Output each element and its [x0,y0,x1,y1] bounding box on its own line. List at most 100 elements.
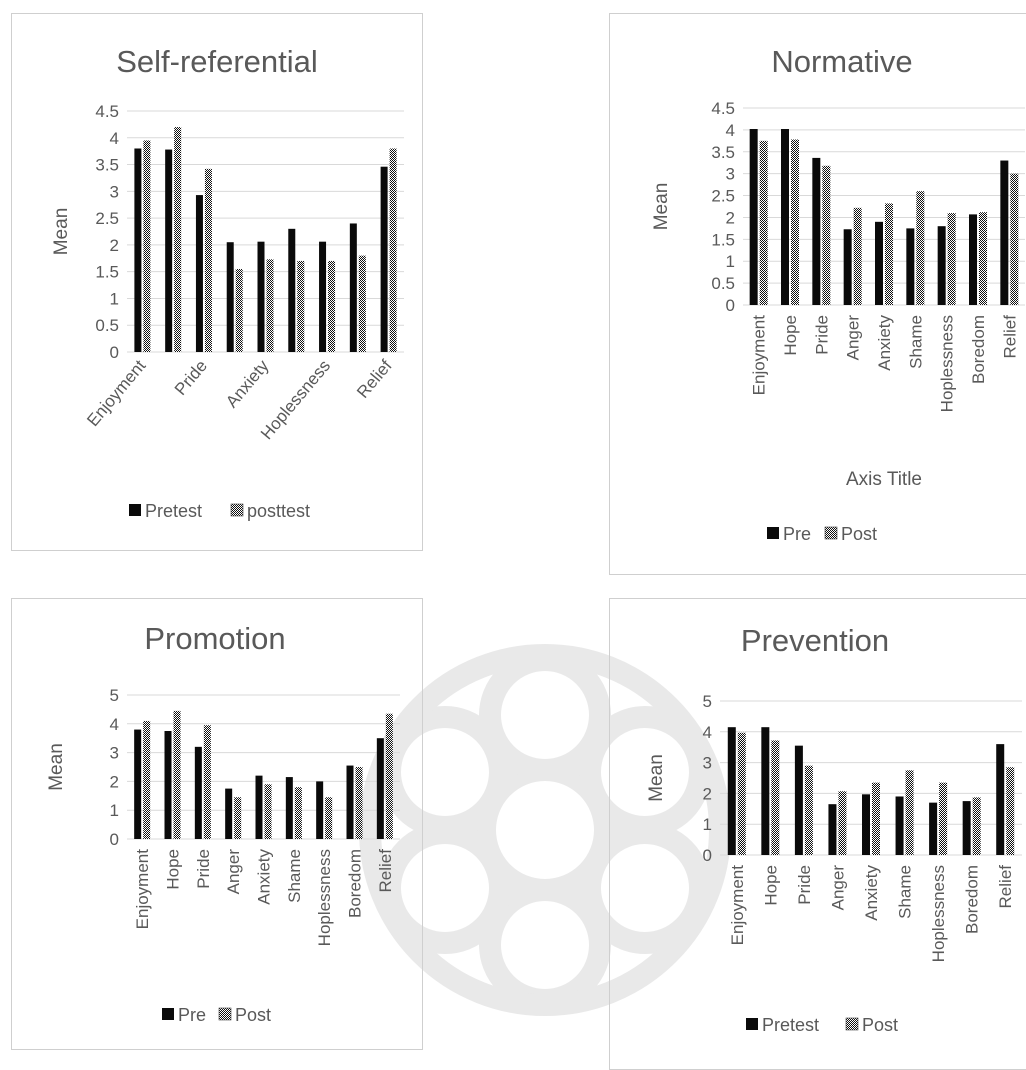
x-tick-label: Relief [353,356,396,402]
bar-post-boredom [972,797,981,855]
x-tick-label: Relief [996,865,1015,909]
chart-prevention: Prevention 0 1 2 3 4 5 Mean Enjoyment Hope Pride An… [646,623,1022,1035]
bar-pretest-enjoyment [134,148,142,352]
bar-post-boredom [979,212,987,305]
legend-label-pretest: Pretest [762,1015,819,1035]
chart-normative: Normative 0 0.5 1 1.5 2 2.5 3 3.5 4 4.5 Mean Enjoyme… [651,44,1025,544]
bar-pretest-shame [895,796,904,855]
legend-swatch-post [824,526,838,540]
x-tick-label: Anxiety [862,865,881,921]
x-tick-label: Shame [906,315,925,369]
y-tick-label: 0 [110,343,119,362]
bar-pre-boredom [969,214,977,305]
bar-pre-enjoyment [749,129,758,305]
bar-posttest-relief [389,148,397,352]
bar-post-hoplessness [939,782,948,855]
bar-pre-hope [781,129,789,305]
y-tick-label: 4 [703,723,712,742]
bar-pretest-hope [761,727,770,855]
bar-post-enjoyment [143,720,151,839]
bar-post-anger [234,797,242,839]
y-tick-label: 5 [703,692,712,711]
bar-post-anxiety [264,784,272,839]
y-tick-label: 2 [110,772,119,791]
y-axis-label: Mean [651,183,672,231]
chart-title: Promotion [144,621,285,656]
x-tick-label: Hope [164,849,183,890]
x-tick-label: Pride [795,865,814,905]
bar-post-hoplessness [947,213,956,305]
bar-post-hope [173,710,181,839]
legend-swatch-post [218,1007,232,1021]
bar-pre-anxiety [255,775,263,839]
bar-pre-pride [812,157,821,305]
bar-pretest-anxiety [257,241,265,352]
bar-pre-relief [376,738,384,839]
bar-pre-shame [906,228,915,305]
legend-swatch-post [845,1017,859,1031]
bar-post-anger [838,791,847,855]
x-tick-label: Hoplessness [938,315,957,412]
bar-pretest-boredom [349,223,357,352]
bar-posttest-pride [204,168,212,352]
watermark-ornament [359,644,731,1016]
y-tick-label: 0.5 [95,316,119,335]
chart-panel-prevention: Prevention 0 1 2 3 4 5 Mean Enjoyment Hope Pride An… [609,598,1026,1070]
legend-label-pre: Pre [783,524,811,544]
legend-swatch-pre [162,1008,174,1020]
bar-pre-pride [194,746,202,839]
legend-swatch-posttest [230,503,244,517]
bar-post-shame [905,770,914,855]
x-tick-label: Shame [285,849,304,903]
bar-post-hoplessness [325,797,333,839]
y-tick-label: 1 [703,815,712,834]
bar-pretest-hoplessness [929,802,938,855]
legend-swatch-pretest [746,1018,758,1030]
y-axis-label: Mean [646,754,667,802]
bar-pre-hoplessness [937,226,946,305]
bar-post-pride [203,725,211,839]
bar-pretest-anger [828,804,837,855]
bar-post-anxiety [872,782,880,855]
x-tick-label: Enjoyment [750,315,769,396]
x-tick-label: Anger [828,865,847,911]
chart-title: Prevention [741,623,889,658]
bar-post-anxiety [885,203,893,305]
bar-pretest-pride [195,195,203,352]
y-tick-label: 3 [703,754,712,773]
bar-pre-anger [843,229,852,305]
legend-label-pre: Pre [178,1005,206,1025]
y-tick-label: 1 [726,252,735,271]
legend-label-post: Post [841,524,877,544]
bar-pre-boredom [346,765,354,839]
y-tick-label: 0 [703,846,712,865]
bar-post-shame [294,787,302,839]
y-tick-label: 3.5 [711,143,735,162]
legend-swatch-pre [767,527,779,539]
x-tick-label: Anxiety [255,849,274,905]
y-tick-label: 1.5 [711,230,735,249]
bar-pretest-pride [794,745,803,855]
chart-panel-normative: Normative 0 0.5 1 1.5 2 2.5 3 3.5 4 4.5 Mean Enjoyme… [609,13,1026,575]
bar-post-boredom [355,767,363,839]
bar-pre-enjoyment [134,729,142,839]
bar-post-hope [771,740,780,855]
bar-post-relief [1010,173,1019,305]
bar-pretest-relief [380,166,388,352]
bar-pretest-enjoyment [727,727,736,855]
y-tick-label: 3 [110,744,119,763]
x-tick-label: Shame [896,865,915,919]
y-tick-label: 2 [110,236,119,255]
bar-pretest-anxiety [862,794,870,855]
legend-label-posttest: posttest [247,501,310,521]
y-tick-label: 4.5 [95,102,119,121]
chart-self-referential: Self-referential 0 0.5 1 1.5 2 2.5 3 3.5 4 4.5 Mean… [51,44,404,521]
bar-post-relief [385,713,393,839]
bar-posttest-anger [235,268,243,352]
x-tick-label: Relief [1000,315,1019,359]
bar-post-enjoyment [737,732,746,855]
y-tick-label: 4.5 [711,99,735,118]
bar-pre-anxiety [875,221,883,305]
y-tick-label: 3 [726,165,735,184]
y-tick-label: 5 [110,686,119,705]
